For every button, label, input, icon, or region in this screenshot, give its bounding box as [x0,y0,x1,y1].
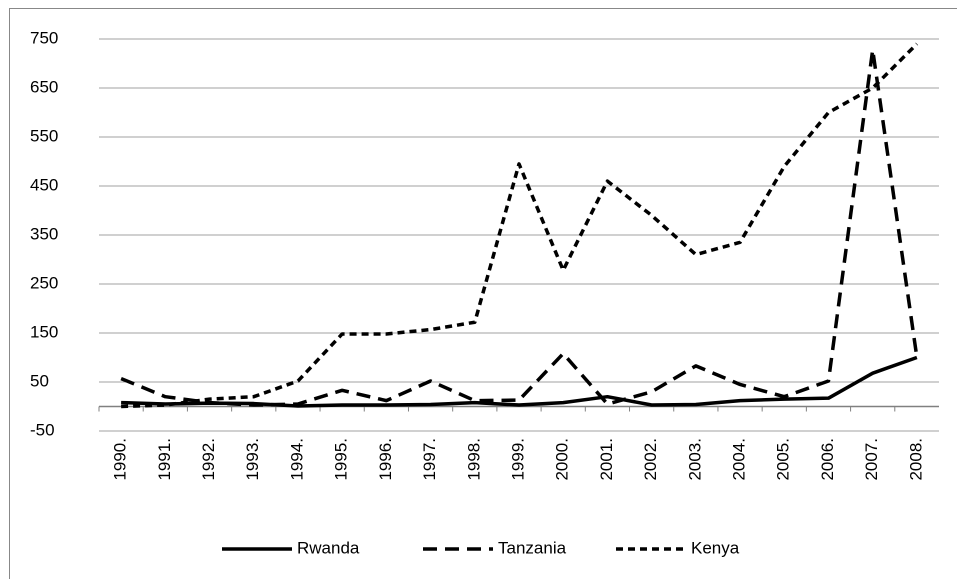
y-tick-label: -50 [30,420,55,439]
x-tick-label: 1994. [287,438,306,481]
y-tick-label: 50 [30,371,49,390]
x-tick-label: 1992. [199,438,218,481]
x-tick-label: 2005. [774,438,793,481]
y-tick-label: 650 [30,77,58,96]
x-tick-label: 1995. [332,438,351,481]
y-tick-label: 350 [30,224,58,243]
chart-border [9,8,957,579]
x-tick-label: 2001. [597,438,616,481]
x-tick-label: 1991. [155,438,174,481]
y-tick-label: 250 [30,273,58,292]
x-tick-label: 1998. [464,438,483,481]
x-tick-label: 2002. [641,438,660,481]
series-line [121,42,919,409]
legend-label: Rwanda [297,538,360,557]
y-tick-label: 450 [30,175,58,194]
legend-label: Tanzania [498,538,567,557]
x-tick-label: 2004. [730,438,749,481]
y-tick-label: 750 [30,28,58,47]
x-tick-label: 2000. [553,438,572,481]
y-tick-label: 150 [30,322,58,341]
x-tick-label: 1993. [243,438,262,481]
x-tick-label: 1997. [420,438,439,481]
y-tick-label: 550 [30,126,58,145]
x-tick-label: 2006. [818,438,837,481]
x-tick-label: 2003. [685,438,704,481]
x-tick-label: 2007. [862,438,881,481]
x-tick-label: 2008. [906,438,925,481]
x-tick-label: 1999. [508,438,527,481]
legend-label: Kenya [691,538,740,557]
x-tick-label: 1990. [111,438,130,481]
x-tick-label: 1996. [376,438,395,481]
series-line [120,48,919,407]
